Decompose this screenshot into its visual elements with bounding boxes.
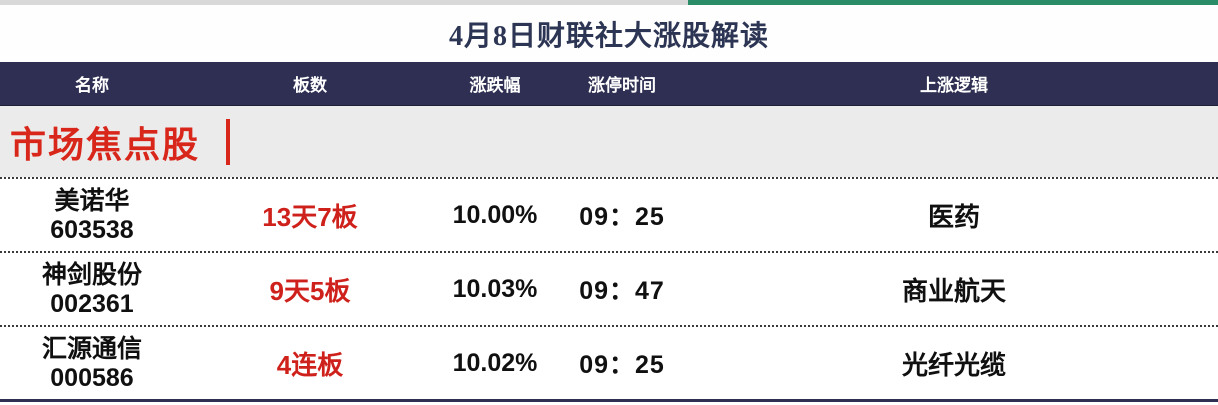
column-header-logic: 上涨逻辑 — [920, 76, 988, 95]
column-header-name: 名称 — [75, 76, 109, 95]
boards-cell: 4连板 — [276, 349, 344, 380]
page-title: 4月8日财联社大涨股解读 — [448, 20, 769, 52]
limit-time-cell: 09：25 — [579, 351, 665, 379]
logic-cell: 医药 — [927, 201, 980, 232]
stock-name: 美诺华 — [54, 186, 130, 215]
stock-name-cell: 美诺华 603538 — [0, 179, 184, 251]
column-header-change: 涨跌幅 — [469, 76, 521, 95]
strip-gray-segment — [0, 0, 688, 5]
table-header-row: 名称 板数 涨跌幅 涨停时间 上涨逻辑 — [0, 62, 1218, 106]
stock-code: 603538 — [50, 215, 134, 244]
table-row: 美诺华 603538 13天7板 10.00% 09：25 医药 — [0, 177, 1218, 251]
stock-name-cell: 神剑股份 002361 — [0, 253, 184, 325]
section-band-market-focus: 市场焦点股 — [0, 106, 1218, 177]
column-header-boards: 板数 — [293, 76, 327, 95]
stock-code: 002361 — [50, 289, 134, 318]
title-band: 4月8日财联社大涨股解读 — [0, 5, 1218, 62]
table-row: 汇源通信 000586 4连板 10.02% 09：25 光纤光缆 — [0, 325, 1218, 399]
stock-code: 000586 — [50, 363, 134, 392]
stock-name: 神剑股份 — [41, 260, 142, 289]
table-row: 神剑股份 002361 9天5板 10.03% 09：47 商业航天 — [0, 251, 1218, 325]
strip-green-segment — [688, 0, 1218, 5]
limit-time-cell: 09：47 — [579, 277, 665, 305]
top-accent-strip — [0, 0, 1218, 5]
limit-time-cell: 09：25 — [579, 203, 665, 231]
boards-cell: 9天5板 — [269, 275, 351, 306]
change-cell: 10.02% — [452, 348, 538, 377]
stock-name: 汇源通信 — [41, 334, 142, 363]
logic-cell: 光纤光缆 — [901, 349, 1006, 380]
boards-cell: 13天7板 — [262, 201, 358, 232]
stock-name-cell: 汇源通信 000586 — [0, 327, 184, 399]
logic-cell: 商业航天 — [901, 275, 1006, 306]
change-cell: 10.03% — [452, 274, 538, 303]
change-cell: 10.00% — [452, 200, 538, 229]
table-body: 美诺华 603538 13天7板 10.00% 09：25 医药 神剑股份 00… — [0, 177, 1218, 402]
section-divider-bar — [226, 118, 231, 165]
section-title: 市场焦点股 — [10, 124, 201, 165]
column-header-limit-time: 涨停时间 — [588, 76, 656, 95]
